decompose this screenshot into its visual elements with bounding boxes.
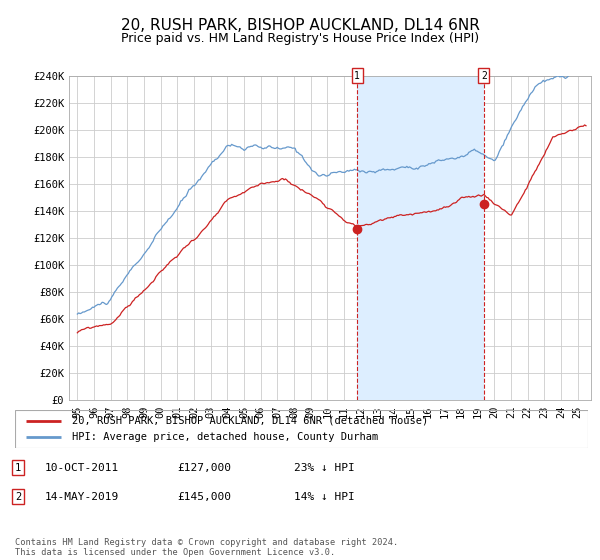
Text: 1: 1	[354, 71, 360, 81]
Text: 10-OCT-2011: 10-OCT-2011	[45, 463, 119, 473]
Text: HPI: Average price, detached house, County Durham: HPI: Average price, detached house, Coun…	[73, 432, 379, 442]
Text: £145,000: £145,000	[177, 492, 231, 502]
Text: 1: 1	[15, 463, 21, 473]
Bar	[357, 76, 484, 400]
Text: Contains HM Land Registry data © Crown copyright and database right 2024.
This d: Contains HM Land Registry data © Crown c…	[15, 538, 398, 557]
Text: 2: 2	[15, 492, 21, 502]
Text: 14% ↓ HPI: 14% ↓ HPI	[294, 492, 355, 502]
Text: 20, RUSH PARK, BISHOP AUCKLAND, DL14 6NR (detached house): 20, RUSH PARK, BISHOP AUCKLAND, DL14 6NR…	[73, 416, 428, 426]
Text: 20, RUSH PARK, BISHOP AUCKLAND, DL14 6NR: 20, RUSH PARK, BISHOP AUCKLAND, DL14 6NR	[121, 18, 479, 33]
Text: Price paid vs. HM Land Registry's House Price Index (HPI): Price paid vs. HM Land Registry's House …	[121, 32, 479, 45]
Text: 23% ↓ HPI: 23% ↓ HPI	[294, 463, 355, 473]
Text: £127,000: £127,000	[177, 463, 231, 473]
Text: 14-MAY-2019: 14-MAY-2019	[45, 492, 119, 502]
Text: 2: 2	[481, 71, 487, 81]
